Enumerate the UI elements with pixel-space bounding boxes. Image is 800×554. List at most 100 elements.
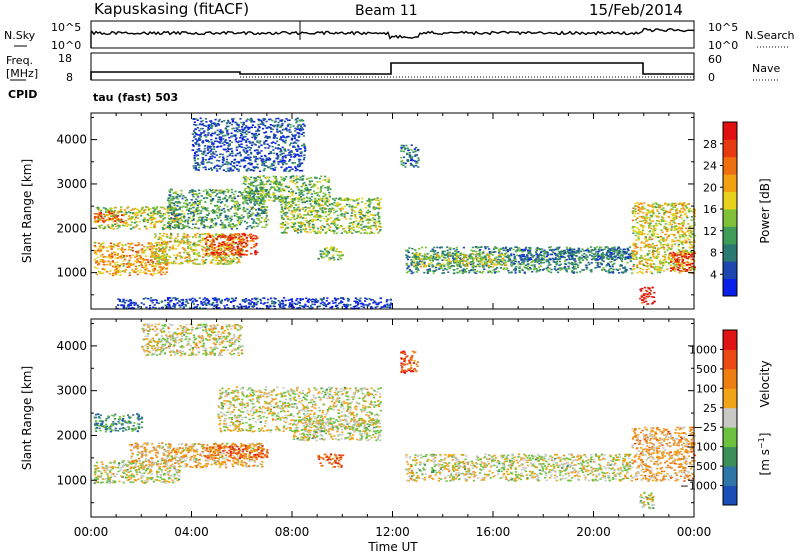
scatter-cell [312, 210, 315, 213]
scatter-cell [496, 266, 499, 269]
scatter-cell [410, 262, 413, 264]
scatter-cell [418, 248, 421, 250]
scatter-cell [306, 207, 309, 209]
scatter-cell [364, 229, 367, 231]
scatter-cell [440, 255, 443, 257]
scatter-cell [249, 235, 252, 238]
scatter-cell [247, 190, 250, 193]
scatter-cell [230, 244, 234, 247]
scatter-cell [526, 260, 529, 263]
scatter-cell [164, 250, 167, 252]
scatter-cell [557, 253, 560, 255]
scatter-cell [602, 256, 606, 258]
scatter-cell [657, 269, 660, 272]
scatter-cell [253, 245, 256, 248]
scatter-cell [556, 268, 559, 270]
scatter-cell [170, 188, 173, 191]
scatter-cell [193, 244, 196, 247]
scatter-cell [292, 180, 296, 182]
scatter-cell [255, 192, 258, 194]
scatter-cell [108, 245, 111, 248]
scatter-cell [594, 259, 597, 261]
scatter-cell [114, 220, 117, 222]
scatter-cell [663, 261, 666, 264]
scatter-cell [295, 217, 298, 220]
scatter-cell [310, 186, 313, 189]
scatter-cell [175, 197, 178, 199]
scatter-cell [507, 269, 510, 272]
scatter-cell [651, 205, 654, 207]
scatter-cell [246, 222, 249, 224]
scatter-cell [480, 246, 483, 248]
scatter-cell [260, 196, 264, 199]
scatter-cell [237, 237, 241, 239]
scatter-cell [570, 258, 573, 261]
scatter-cell [575, 250, 579, 252]
scatter-cell [221, 225, 224, 227]
scatter-cell [463, 257, 466, 259]
scatter-cell [552, 258, 555, 261]
scatter-cell [673, 229, 676, 232]
scatter-cell [269, 183, 272, 186]
scatter-cell [237, 254, 240, 257]
scatter-cell [679, 223, 682, 226]
scatter-cell [358, 213, 361, 216]
scatter-cell [559, 253, 562, 255]
scatter-cell [122, 259, 125, 262]
scatter-cell [325, 255, 328, 257]
scatter-cell [434, 250, 437, 252]
scatter-cell [111, 256, 114, 259]
scatter-cell [509, 259, 512, 261]
scatter-cell [140, 264, 143, 266]
scatter-cell [250, 191, 253, 193]
scatter-cell [149, 242, 153, 244]
scatter-cell [529, 257, 532, 259]
scatter-cell [194, 250, 197, 252]
scatter-cell [215, 246, 219, 248]
scatter-cell [480, 259, 483, 262]
scatter-cell [550, 268, 553, 271]
scatter-cell [240, 219, 243, 222]
scatter-cell [319, 253, 322, 255]
scatter-cell [235, 262, 238, 264]
scatter-cell [532, 260, 536, 263]
scatter-cell [675, 209, 678, 211]
scatter-cell [405, 254, 408, 256]
scatter-cell [150, 250, 153, 252]
scatter-cell [241, 253, 244, 256]
scatter-cell [600, 249, 603, 251]
scatter-cell [103, 227, 106, 230]
scatter-cell [616, 269, 620, 271]
scatter-cell [118, 225, 121, 228]
scatter-cell [162, 218, 165, 220]
scatter-cell [263, 212, 266, 214]
scatter-cell [517, 263, 520, 265]
scatter-cell [226, 242, 229, 244]
scatter-cell [239, 239, 242, 242]
scatter-cell [498, 251, 501, 254]
scatter-cell [537, 256, 540, 258]
scatter-cell [211, 238, 215, 240]
scatter-cell [449, 262, 452, 264]
scatter-cell [613, 249, 616, 252]
scatter-cell [497, 262, 500, 265]
scatter-cell [663, 243, 667, 246]
scatter-cell [316, 187, 319, 189]
scatter-cell [262, 196, 265, 199]
scatter-cell [225, 263, 228, 265]
scatter-cell [191, 227, 194, 230]
scatter-cell [610, 253, 613, 256]
scatter-cell [267, 190, 270, 193]
scatter-cell [144, 262, 147, 265]
scatter-cell [257, 209, 261, 211]
scatter-cell [506, 250, 510, 253]
scatter-cell [327, 185, 331, 188]
scatter-cell [678, 263, 681, 265]
scatter-cell [180, 227, 183, 230]
scatter-cell [177, 201, 180, 203]
scatter-cell [193, 210, 196, 212]
scatter-cell [297, 221, 300, 223]
scatter-cell [558, 251, 562, 254]
scatter-cell [622, 248, 625, 251]
scatter-cell [226, 205, 229, 208]
